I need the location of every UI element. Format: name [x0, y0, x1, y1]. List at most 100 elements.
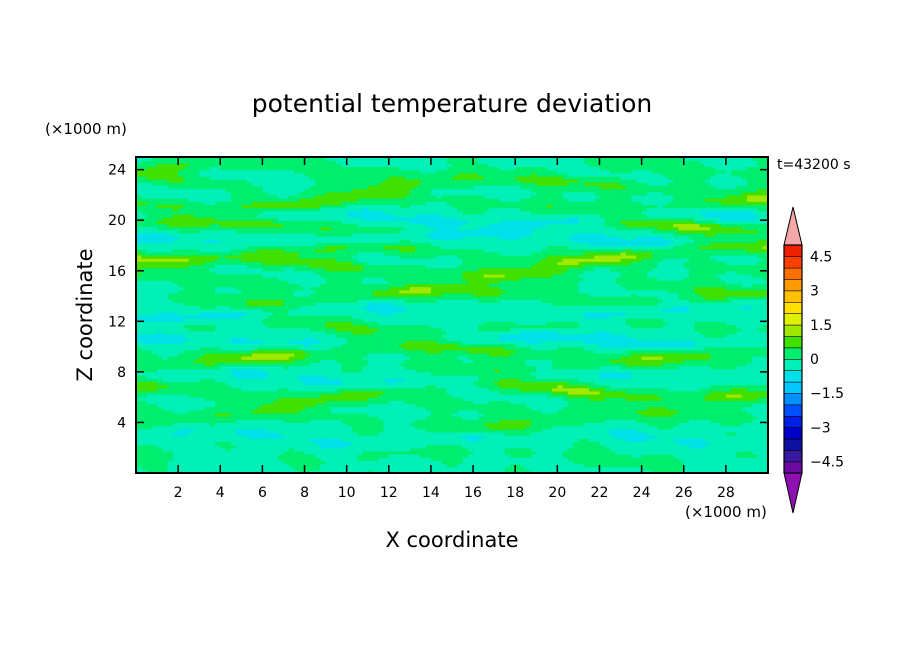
heatmap-cell [636, 466, 643, 471]
heatmap-cell [457, 431, 464, 436]
heatmap-cell [373, 466, 379, 471]
heatmap-cell [499, 441, 506, 446]
heatmap-cell [262, 431, 269, 436]
heatmap-cell [294, 431, 300, 436]
heatmap-cell [315, 438, 321, 442]
heatmap-cell [483, 438, 490, 442]
heatmap-cell [330, 428, 337, 433]
heatmap-cell [578, 469, 585, 474]
heatmap-cell [473, 463, 479, 468]
heatmap-cell [283, 463, 290, 468]
heatmap-cell [178, 447, 184, 452]
heatmap-cell [220, 469, 227, 474]
heatmap-cell [420, 441, 427, 446]
heatmap-cell [251, 454, 258, 458]
heatmap-cell [299, 454, 306, 458]
heatmap-cell [504, 457, 511, 461]
heatmap-cell [415, 457, 421, 461]
heatmap-cell [504, 444, 511, 449]
heatmap-cell [167, 441, 174, 446]
heatmap-cell [404, 454, 411, 458]
heatmap-cell [725, 466, 732, 471]
heatmap-cell [309, 466, 316, 471]
heatmap-cell [567, 450, 574, 455]
heatmap-cell [478, 441, 485, 446]
heatmap-cell [262, 444, 269, 449]
heatmap-cell [157, 435, 163, 439]
heatmap-cell [499, 447, 506, 452]
heatmap-cell [404, 438, 411, 442]
heatmap-cell [394, 444, 400, 449]
heatmap-cell [720, 438, 727, 442]
heatmap-cell [251, 466, 258, 471]
heatmap-cell [299, 463, 306, 468]
heatmap-cell [552, 444, 558, 449]
heatmap-cell [246, 447, 253, 452]
heatmap-cell [452, 438, 458, 442]
heatmap-cell [625, 441, 632, 446]
heatmap-cell [378, 450, 385, 455]
heatmap-cell [699, 463, 706, 468]
heatmap-cell [567, 435, 574, 439]
heatmap-cell [325, 450, 332, 455]
heatmap-cell [520, 441, 527, 446]
heatmap-cell [467, 466, 474, 471]
heatmap-cell [409, 444, 416, 449]
heatmap-cell [193, 463, 200, 468]
heatmap-cell [689, 438, 695, 442]
heatmap-cell [404, 460, 411, 465]
heatmap-cell [183, 460, 190, 465]
heatmap-cell [199, 450, 206, 455]
heatmap-cell [193, 438, 200, 442]
heatmap-cell [236, 441, 242, 446]
heatmap-cell [367, 463, 374, 468]
heatmap-cell [678, 435, 685, 439]
heatmap-cell [546, 431, 553, 436]
heatmap-cell [546, 463, 553, 468]
heatmap-cell [220, 463, 227, 468]
heatmap-cell [188, 435, 195, 439]
heatmap-cell [494, 435, 500, 439]
heatmap-cell [478, 431, 485, 436]
heatmap-cell [710, 431, 716, 436]
heatmap-cell [473, 431, 479, 436]
heatmap-cell [409, 460, 416, 465]
heatmap-cell [241, 431, 248, 436]
heatmap-cell [346, 466, 353, 471]
heatmap-cell [157, 447, 163, 452]
heatmap-cell [267, 466, 274, 471]
heatmap-cell [304, 431, 311, 436]
heatmap-cell [157, 454, 163, 458]
heatmap-cell [136, 463, 142, 468]
heatmap-cell [446, 444, 453, 449]
heatmap-cell [594, 463, 601, 468]
heatmap-cell [330, 447, 337, 452]
heatmap-cell [552, 450, 558, 455]
heatmap-cell [457, 438, 464, 442]
heatmap-cell [288, 460, 295, 465]
heatmap-cell [183, 447, 190, 452]
heatmap-cell [594, 460, 601, 465]
heatmap-cell [215, 450, 221, 455]
heatmap-cell [725, 431, 732, 436]
heatmap-cell [615, 431, 622, 436]
heatmap-cell [673, 457, 680, 461]
heatmap-cell [599, 438, 606, 442]
heatmap-cell [599, 450, 606, 455]
heatmap-cell [504, 441, 511, 446]
heatmap-cell [278, 457, 285, 461]
heatmap-cell [636, 450, 643, 455]
heatmap-cell [299, 469, 306, 474]
heatmap-cell [151, 454, 158, 458]
heatmap-cell [251, 435, 258, 439]
heatmap-cell [636, 444, 643, 449]
heatmap-cell [667, 438, 674, 442]
heatmap-cell [483, 444, 490, 449]
heatmap-cell [699, 438, 706, 442]
heatmap-cell [241, 435, 248, 439]
heatmap-cell [494, 450, 500, 455]
heatmap-cell [299, 450, 306, 455]
heatmap-cell [183, 454, 190, 458]
heatmap-cell [388, 444, 395, 449]
heatmap-cell [304, 454, 311, 458]
